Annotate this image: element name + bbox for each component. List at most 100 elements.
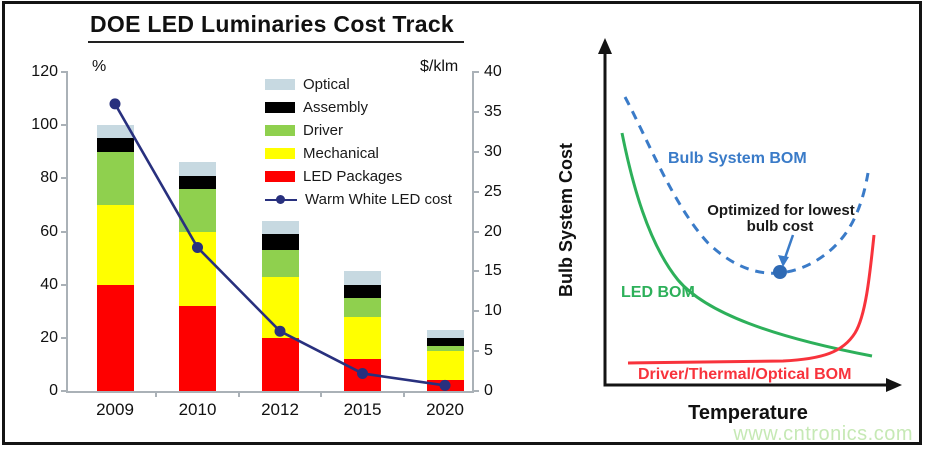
right-axis-tick-label: 25 xyxy=(484,182,502,200)
line-path xyxy=(113,103,446,387)
right-axis-tick xyxy=(472,190,479,193)
legend-label: Optical xyxy=(303,76,350,93)
legend-label: Assembly xyxy=(303,99,369,116)
bar-segment-assembly xyxy=(261,234,299,251)
annotation-line-2: bulb cost xyxy=(747,218,814,235)
bar-segment-optical xyxy=(179,162,216,176)
left-axis-tick-label: 20 xyxy=(40,328,58,346)
legend-item: LED Packages xyxy=(265,165,452,188)
bar-segment-mechanical xyxy=(344,316,381,360)
right-axis-tick xyxy=(472,270,479,273)
right-axis-tick xyxy=(472,110,479,113)
legend-label: Warm White LED cost xyxy=(305,191,452,208)
left-axis-unit: % xyxy=(92,58,107,75)
right-axis-tick xyxy=(472,150,479,153)
bar-segment-driver xyxy=(344,297,381,317)
stacked-bar xyxy=(96,125,134,391)
legend-swatch-icon xyxy=(265,171,295,182)
legend-swatch-icon xyxy=(265,79,295,90)
x-axis-tick xyxy=(155,391,158,397)
legend-swatch-icon xyxy=(265,102,295,113)
temperature-chart: Bulb System BOM LED BOM Driver/Thermal/O… xyxy=(556,38,902,424)
legend-dot-icon xyxy=(276,195,285,204)
x-axis-tick xyxy=(402,391,405,397)
driver-thermal-optical-bom-curve xyxy=(627,234,876,365)
right-axis-tick-label: 35 xyxy=(484,102,502,120)
label-bulb-system-bom: Bulb System BOM xyxy=(668,150,807,167)
bar-segment-assembly xyxy=(96,138,134,152)
left-axis-tick xyxy=(61,336,68,339)
left-axis-tick-label: 40 xyxy=(40,275,58,293)
legend-swatch-icon xyxy=(265,148,295,159)
annotation-arrow-head-icon xyxy=(778,255,789,267)
x-axis-label: 2015 xyxy=(343,400,382,419)
x-axis-label: 2012 xyxy=(261,400,299,419)
legend-label: LED Packages xyxy=(303,168,403,185)
annotation-line-1: Optimized for lowest xyxy=(707,202,855,219)
legend-item: Assembly xyxy=(265,96,452,119)
y-axis-arrow-icon xyxy=(598,38,612,54)
right-axis-tick xyxy=(472,310,479,313)
legend-label: Mechanical xyxy=(303,145,379,162)
right-axis-tick-label: 20 xyxy=(484,222,502,240)
line-marker xyxy=(109,98,121,110)
bar-segment-assembly xyxy=(179,175,216,189)
x-axis-tick xyxy=(320,391,323,397)
left-axis-tick-label: 120 xyxy=(31,63,58,80)
warm-white-led-cost-line xyxy=(109,98,451,391)
right-axis-tick xyxy=(472,71,479,73)
led-bom-curve xyxy=(620,132,873,358)
right-axis-tick-label: 15 xyxy=(484,262,502,280)
line-marker xyxy=(274,325,286,337)
right-axis-tick-label: 40 xyxy=(484,63,502,80)
right-axis-tick xyxy=(472,230,479,233)
bar-segment-optical xyxy=(344,271,381,285)
bar-segment-driver xyxy=(426,345,464,352)
annotation-arrow-line xyxy=(783,234,795,259)
x-axis-label: 2009 xyxy=(96,400,134,419)
left-axis-tick xyxy=(61,124,68,127)
bar-segment-driver xyxy=(96,151,134,205)
right-axis-tick-label: 0 xyxy=(484,382,493,399)
optimum-point-marker xyxy=(773,265,787,279)
x-axis-label: 2020 xyxy=(426,400,464,419)
bar-segment-led-packages xyxy=(96,284,134,391)
line-marker xyxy=(192,241,203,253)
stacked-bar xyxy=(344,271,381,391)
legend-line-marker-icon xyxy=(265,194,297,205)
bar-segment-optical xyxy=(426,329,464,338)
bar-segment-led-packages xyxy=(179,305,216,391)
label-led-bom: LED BOM xyxy=(621,284,695,301)
legend-item: Driver xyxy=(265,119,452,142)
left-axis-tick xyxy=(61,390,68,392)
right-chart-y-axis-title: Bulb System Cost xyxy=(556,143,576,297)
line-marker xyxy=(357,367,368,379)
left-axis-tick xyxy=(61,230,68,233)
left-axis-tick-label: 60 xyxy=(40,222,58,240)
bar-segment-led-packages xyxy=(261,337,299,391)
right-axis-unit: $/klm xyxy=(420,58,459,75)
legend-item: Optical xyxy=(265,73,452,96)
left-axis-tick-label: 100 xyxy=(31,116,58,134)
left-axis-tick xyxy=(61,71,68,73)
right-axis-tick-label: 10 xyxy=(484,302,502,320)
bar-segment-mechanical xyxy=(426,351,464,381)
right-axis-tick xyxy=(472,390,479,392)
legend-item: Warm White LED cost xyxy=(265,188,452,211)
line-marker xyxy=(439,379,451,391)
left-axis-tick xyxy=(61,283,68,286)
left-axis-tick-label: 80 xyxy=(40,169,58,187)
x-axis-label: 2010 xyxy=(178,400,217,419)
x-axis-arrow-icon xyxy=(886,378,902,392)
right-axis-tick-label: 30 xyxy=(484,142,502,160)
bar-segment-driver xyxy=(261,250,299,277)
left-chart-title: DOE LED Luminaries Cost Track xyxy=(88,11,465,43)
bar-segment-assembly xyxy=(426,337,464,346)
left-axis-tick-label: 0 xyxy=(49,382,58,399)
right-axis-tick-label: 5 xyxy=(484,342,493,360)
left-axis-tick xyxy=(61,177,68,180)
bar-segment-optical xyxy=(96,125,134,139)
bulb-system-bom-curve xyxy=(623,96,870,275)
right-axis-tick xyxy=(472,350,479,353)
